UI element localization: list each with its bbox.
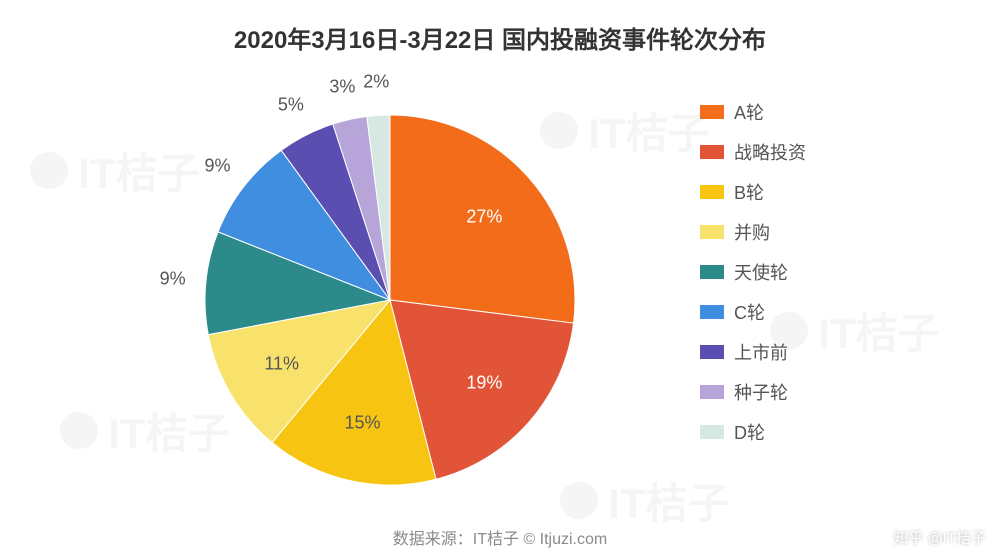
pie-slice-label: 19% [466,373,502,394]
legend-item: D轮 [700,412,806,452]
legend-item: 上市前 [700,332,806,372]
legend-item: 战略投资 [700,132,806,172]
pie-slice-label: 15% [345,412,381,433]
legend: A轮战略投资 B轮并购天使轮 C轮上市前种子轮 D轮 [700,92,806,452]
legend-swatch [700,185,724,199]
pie-slice-label: 27% [466,206,502,227]
legend-swatch [700,345,724,359]
pie-slice-label: 9% [204,156,230,177]
legend-swatch [700,105,724,119]
legend-item: 并购 [700,212,806,252]
legend-label: D轮 [734,419,765,445]
legend-swatch [700,145,724,159]
legend-item: 种子轮 [700,372,806,412]
legend-item: A轮 [700,92,806,132]
pie-slice-label: 2% [363,72,389,93]
legend-swatch [700,265,724,279]
legend-label: C轮 [734,299,765,325]
legend-label: B轮 [734,179,764,205]
legend-swatch [700,425,724,439]
legend-swatch [700,385,724,399]
legend-swatch [700,225,724,239]
legend-label: 天使轮 [734,259,788,285]
pie-svg [0,0,1000,558]
corner-credit: 知乎 @IT桔子 [893,527,986,548]
pie-slice-label: 11% [264,354,299,375]
pie-slice-label: 5% [278,95,304,116]
legend-label: A轮 [734,99,764,125]
pie-slice-label: 3% [329,76,355,97]
legend-label: 战略投资 [734,139,806,165]
legend-item: C轮 [700,292,806,332]
legend-label: 种子轮 [734,379,788,405]
legend-label: 并购 [734,219,770,245]
chart-container: { "title": "2020年3月16日-3月22日 国内投融资事件轮次分布… [0,0,1000,558]
pie-chart: 27% 19% 15% 11% 9% 9% 5% 3% 2% [0,0,1000,558]
pie-slice-label: 9% [160,269,186,290]
legend-item: B轮 [700,172,806,212]
legend-item: 天使轮 [700,252,806,292]
data-source-footer: 数据来源：IT桔子 © Itjuzi.com [0,525,1000,549]
legend-swatch [700,305,724,319]
legend-label: 上市前 [734,339,788,365]
